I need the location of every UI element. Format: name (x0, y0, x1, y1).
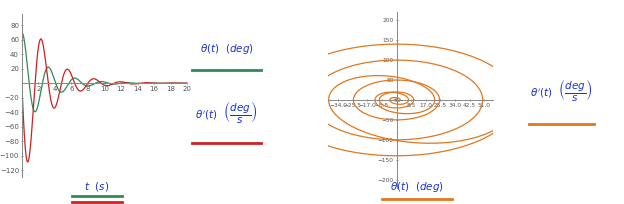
Text: $\theta'(t)\ \ \left(\dfrac{deg}{s}\right)$: $\theta'(t)\ \ \left(\dfrac{deg}{s}\righ… (530, 77, 593, 103)
Text: $\theta'(t)\ \ \left(\dfrac{deg}{s}\right)$: $\theta'(t)\ \ \left(\dfrac{deg}{s}\righ… (195, 99, 258, 125)
Text: $\theta(t)\ \ \mathit{(deg)}$: $\theta(t)\ \ \mathit{(deg)}$ (200, 42, 253, 56)
Text: $\theta(t)\ \ \mathit{(deg)}$: $\theta(t)\ \ \mathit{(deg)}$ (390, 180, 444, 194)
Text: $t\ \ (s)$: $t\ \ (s)$ (84, 180, 109, 193)
